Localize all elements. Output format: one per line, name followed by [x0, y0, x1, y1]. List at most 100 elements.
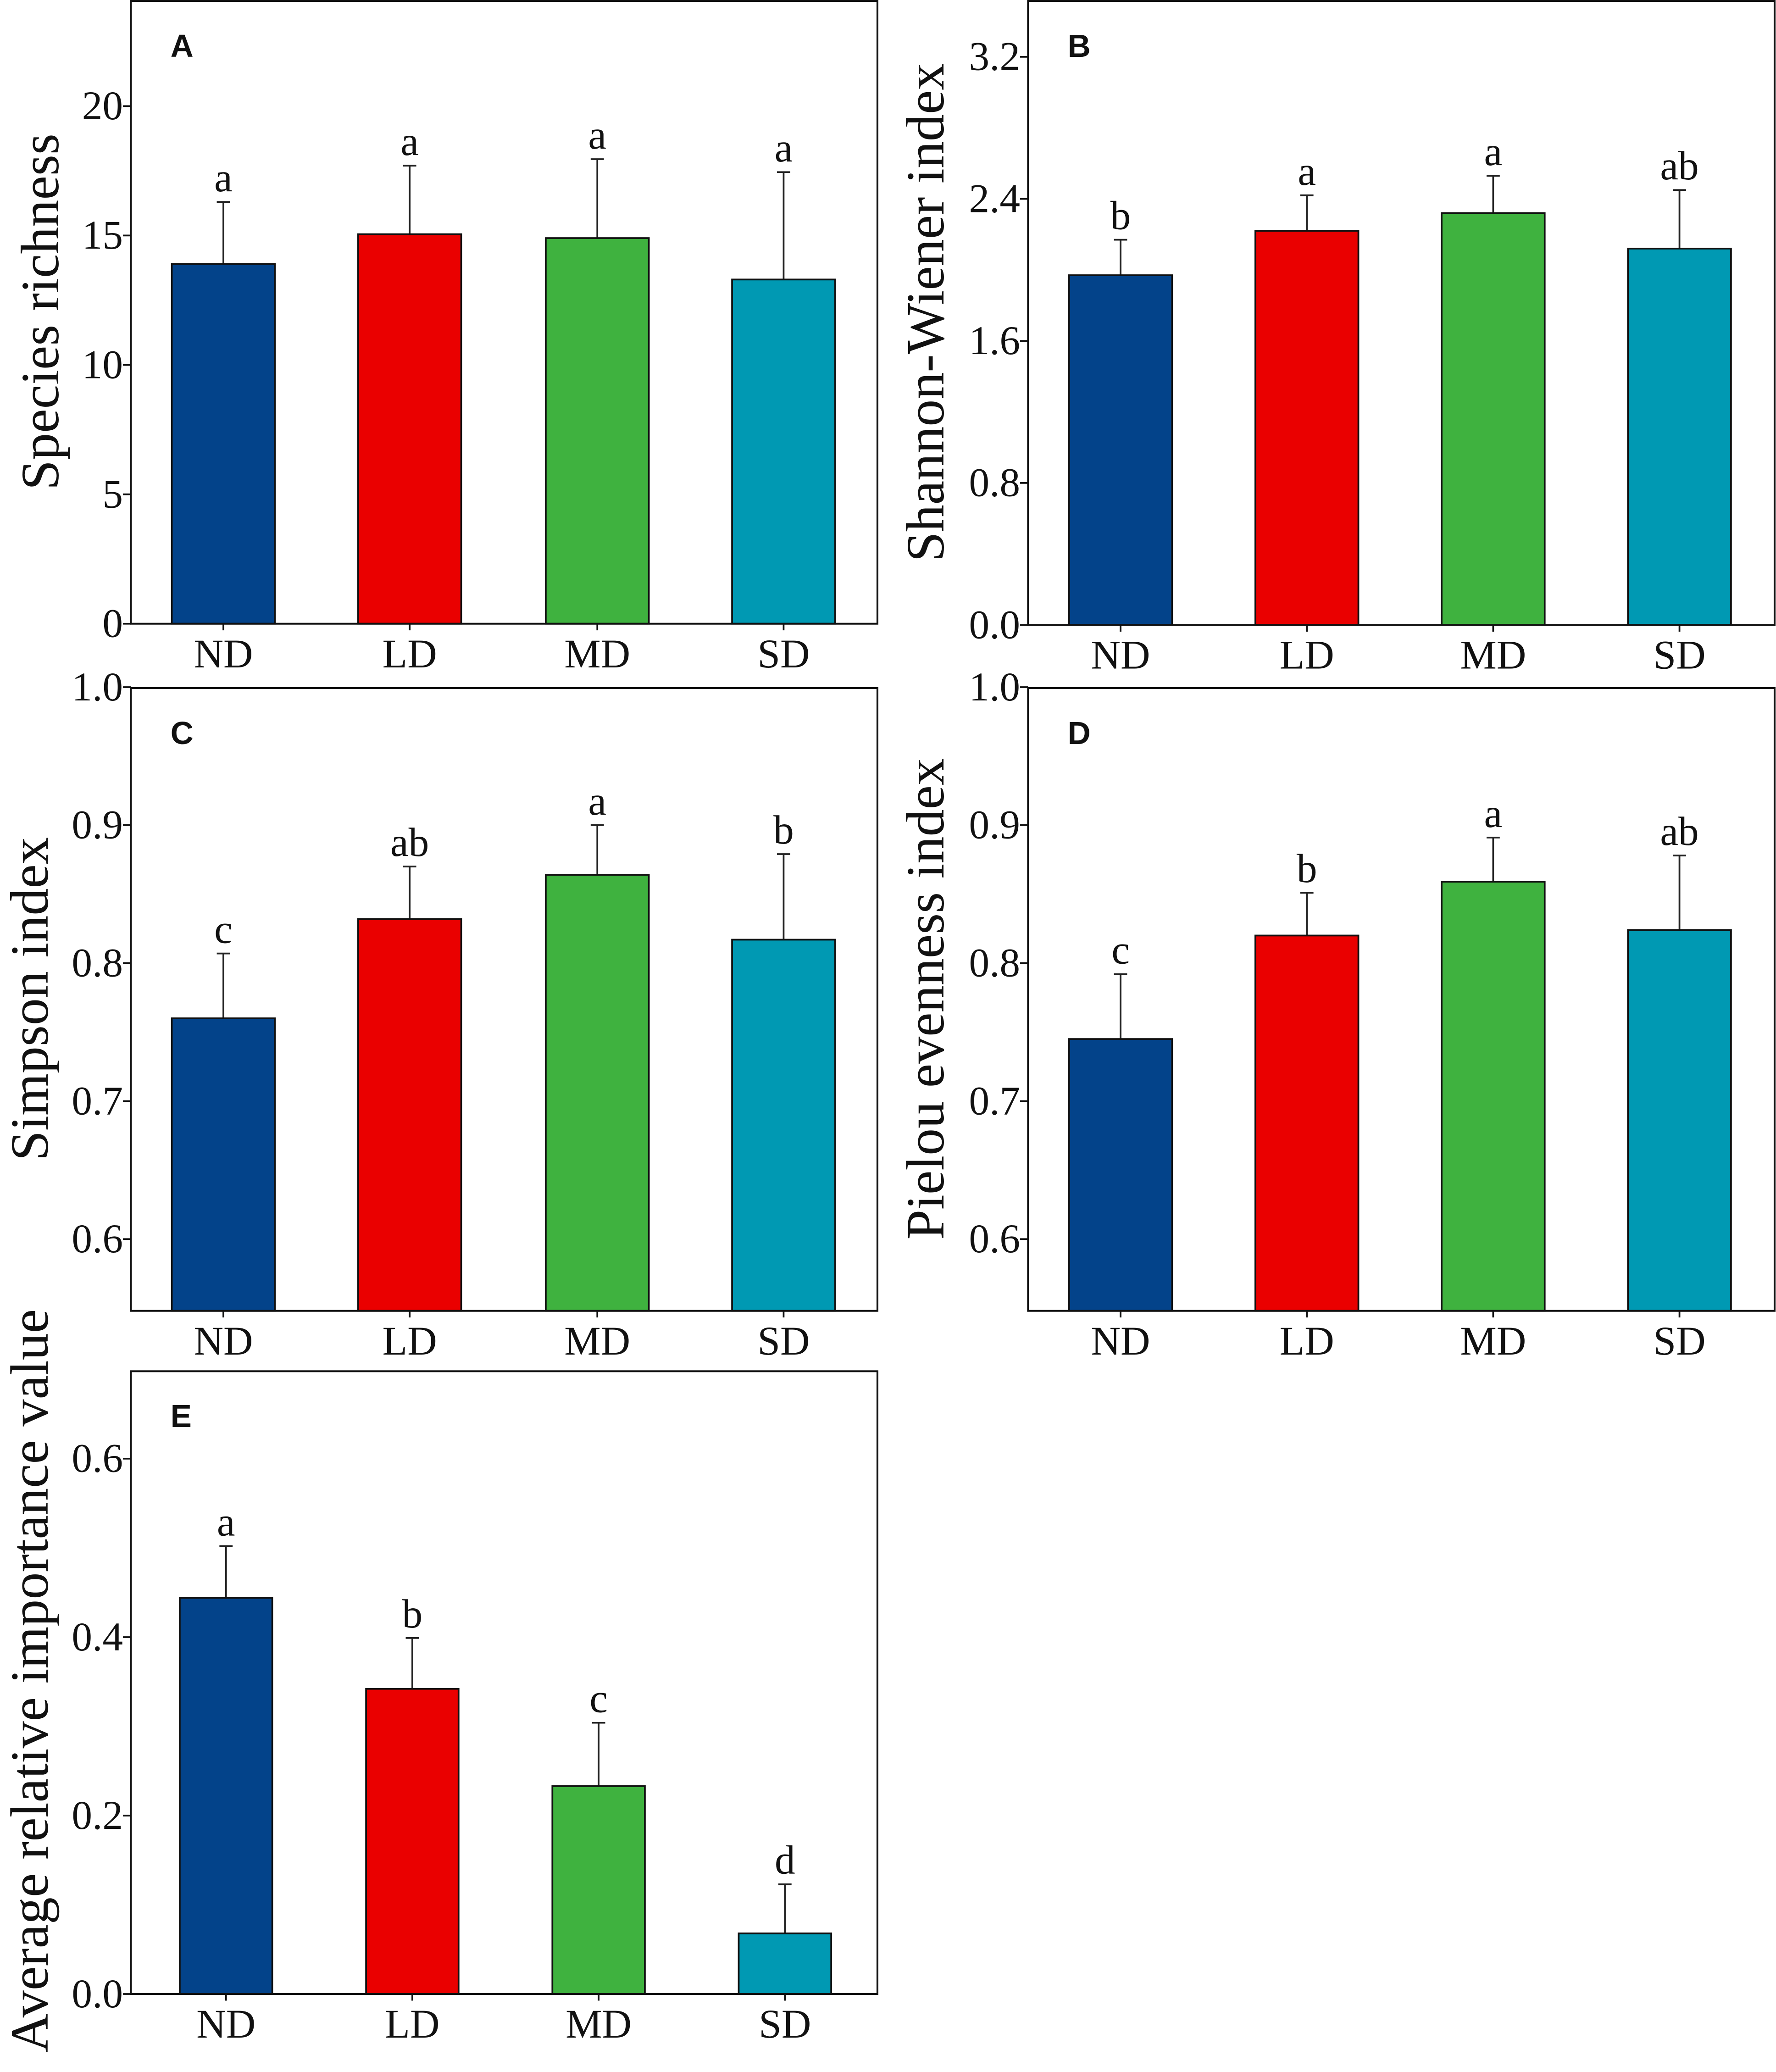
- y-tick-label: 2.4: [969, 176, 1020, 221]
- x-tick-label: LD: [1280, 1318, 1334, 1364]
- x-tick-label: SD: [1653, 1318, 1705, 1364]
- x-tick-label: SD: [757, 631, 810, 677]
- y-tick-label: 20: [82, 83, 123, 128]
- significance-label: c: [214, 907, 233, 952]
- y-tick-label: 0: [102, 601, 123, 646]
- bar-md: [1441, 212, 1546, 626]
- panel-letter: D: [1068, 715, 1091, 751]
- y-tick-label: 0.9: [969, 802, 1020, 848]
- plot-frame: [130, 1370, 878, 1995]
- bar-ld: [1254, 230, 1360, 626]
- panel-letter: A: [171, 28, 194, 64]
- significance-label: a: [400, 119, 419, 164]
- bar-sd: [731, 939, 836, 1312]
- y-axis-label: Shannon-Wiener index: [895, 63, 955, 562]
- x-tick-label: SD: [1653, 633, 1705, 678]
- significance-label: a: [1484, 791, 1503, 836]
- significance-label: a: [214, 155, 233, 200]
- x-tick-label: SD: [757, 1318, 810, 1364]
- plot-frame: [1027, 687, 1776, 1312]
- significance-label: a: [1298, 149, 1316, 194]
- x-tick-label: ND: [1091, 633, 1150, 678]
- bar-md: [545, 874, 650, 1312]
- plot-frame: [130, 687, 878, 1312]
- significance-label: b: [1110, 193, 1131, 239]
- significance-label: ab: [1660, 143, 1698, 189]
- x-tick-label: LD: [383, 631, 437, 677]
- y-tick-label: 0.6: [72, 1436, 123, 1481]
- x-tick-label: MD: [566, 2001, 632, 2047]
- plot-frame: [130, 0, 878, 625]
- bar-nd: [1068, 274, 1173, 626]
- y-tick-label: 1.0: [72, 664, 123, 710]
- panel-e: a ND b LD c MD d SD 0.0 0.2 0.4 0.6 Average relative…: [0, 1309, 878, 2053]
- panel-a: a ND a LD a MD a SD 0 5 10 15 20 Species richness A: [10, 0, 878, 677]
- panel-b: b ND a LD a MD ab SD 0.0 0.8 1.6 2.4 3.2 Shannon-Wien…: [895, 0, 1776, 678]
- bar-nd: [171, 1017, 276, 1312]
- x-tick-label: LD: [383, 1318, 437, 1364]
- x-tick-label: ND: [1091, 1318, 1150, 1364]
- x-tick-label: ND: [196, 2001, 255, 2047]
- significance-label: a: [775, 125, 793, 171]
- x-tick-label: ND: [194, 631, 253, 677]
- significance-label: b: [402, 1591, 423, 1637]
- y-tick-label: 0.6: [72, 1216, 123, 1261]
- bar-nd: [171, 263, 276, 625]
- y-axis-label: Species richness: [10, 133, 70, 490]
- bar-md: [545, 237, 650, 625]
- significance-label: d: [775, 1838, 795, 1883]
- y-tick-label: 0.0: [969, 602, 1020, 647]
- y-tick-label: 0.7: [969, 1078, 1020, 1123]
- bar-ld: [357, 918, 462, 1312]
- y-tick-label: 0.8: [72, 940, 123, 985]
- panel-c: c ND ab LD a MD b SD 0.6 0.7 0.8 0.9 1.0 Simpson inde…: [0, 664, 878, 1364]
- y-tick-label: 0.7: [72, 1078, 123, 1123]
- y-tick-label: 10: [82, 342, 123, 387]
- x-tick-label: MD: [564, 1318, 630, 1364]
- x-tick-label: MD: [564, 631, 630, 677]
- x-tick-label: ND: [194, 1318, 253, 1364]
- y-tick-label: 0.2: [72, 1793, 123, 1838]
- bar-sd: [1627, 248, 1732, 626]
- significance-label: c: [1111, 928, 1130, 973]
- significance-label: b: [773, 807, 794, 853]
- y-tick-label: 0.8: [969, 460, 1020, 506]
- y-tick-label: 0.8: [969, 940, 1020, 985]
- significance-label: ab: [390, 820, 429, 865]
- y-axis-label: Pielou evenness index: [895, 758, 955, 1240]
- y-tick-label: 15: [82, 212, 123, 258]
- panel-d: c ND b LD a MD ab SD 0.6 0.7 0.8 0.9 1.0 Pielou evenn…: [895, 664, 1776, 1364]
- x-tick-label: SD: [759, 2001, 811, 2047]
- bar-sd: [1627, 929, 1732, 1312]
- significance-label: a: [1484, 129, 1503, 174]
- y-tick-label: 1.0: [969, 664, 1020, 710]
- significance-label: c: [589, 1676, 608, 1722]
- bar-sd: [738, 1932, 832, 1995]
- bar-md: [1441, 881, 1546, 1312]
- bar-md: [551, 1785, 646, 1995]
- significance-label: b: [1297, 846, 1317, 891]
- significance-label: ab: [1660, 809, 1698, 854]
- x-tick-label: LD: [385, 2001, 439, 2047]
- y-tick-label: 3.2: [969, 34, 1020, 79]
- y-axis-label: Average relative importance value: [0, 1309, 60, 2053]
- bar-nd: [1068, 1038, 1173, 1312]
- y-tick-label: 1.6: [969, 318, 1020, 363]
- plot-frame: [1027, 0, 1776, 626]
- panel-letter: B: [1068, 28, 1091, 64]
- significance-label: a: [588, 112, 606, 158]
- bar-nd: [179, 1597, 273, 1995]
- significance-label: a: [217, 1499, 235, 1544]
- y-tick-label: 5: [102, 471, 123, 517]
- y-tick-label: 0.9: [72, 802, 123, 848]
- bar-ld: [357, 233, 462, 625]
- bar-ld: [1254, 934, 1360, 1312]
- panel-letter: C: [171, 715, 194, 751]
- bar-ld: [365, 1688, 460, 1995]
- panel-letter: E: [171, 1398, 192, 1434]
- y-tick-label: 0.0: [72, 1971, 123, 2016]
- y-tick-label: 0.6: [969, 1216, 1020, 1261]
- y-tick-label: 0.4: [72, 1614, 123, 1660]
- bar-sd: [731, 278, 836, 625]
